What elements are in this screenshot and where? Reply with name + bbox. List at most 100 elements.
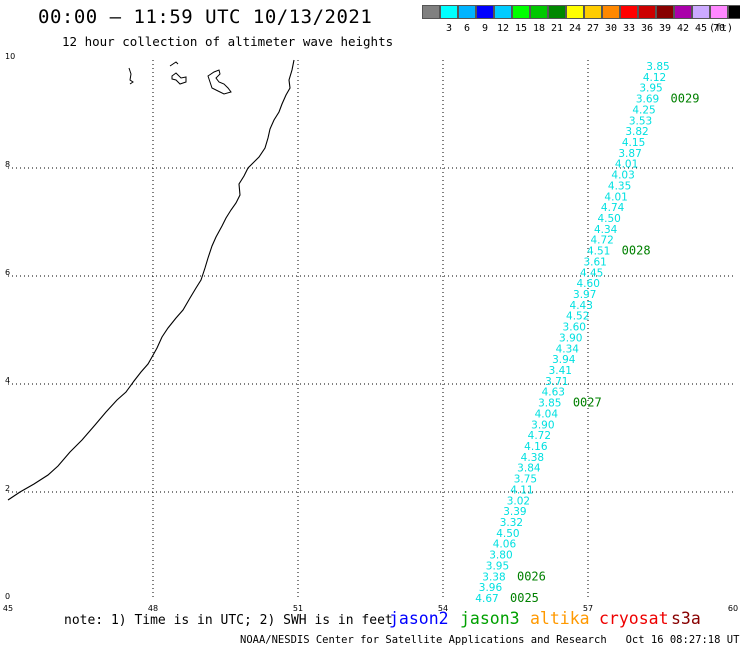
swh-value: 3.82	[625, 126, 648, 138]
swh-value: 3.38	[482, 571, 505, 583]
legend-label: 36	[640, 23, 654, 34]
swh-value: 3.84	[517, 463, 541, 475]
swh-value: 3.75	[514, 474, 537, 486]
legend-swatch	[728, 5, 740, 19]
y-tick-label: 2	[5, 484, 10, 493]
coastline-path	[7, 59, 295, 501]
swh-value: 3.71	[545, 376, 568, 388]
y-tick-label: 10	[5, 52, 15, 61]
legend-swatch	[512, 5, 530, 19]
legend-label: 9	[481, 23, 489, 34]
y-tick-label: 0	[5, 592, 10, 601]
island-shape	[169, 61, 187, 85]
swh-value: 3.69	[636, 94, 659, 106]
x-tick-label: 60	[728, 604, 738, 613]
swh-value: 3.90	[559, 332, 582, 344]
legend-label: 45	[694, 23, 708, 34]
swh-value: 4.72	[590, 235, 613, 247]
legend-swatch	[674, 5, 692, 19]
satellite-name: jason2	[389, 609, 449, 628]
map-grid	[8, 60, 733, 600]
island-shape	[207, 69, 232, 95]
swh-value: 3.87	[618, 148, 641, 160]
swh-value: 3.41	[549, 365, 572, 377]
coastline	[7, 59, 295, 501]
swh-value: 4.12	[643, 72, 666, 84]
legend-swatch	[422, 5, 440, 19]
satellite-name: s3a	[671, 609, 701, 628]
swh-value: 3.85	[646, 61, 669, 73]
pass-time-label: 0029	[671, 92, 700, 106]
legend-swatch	[458, 5, 476, 19]
swh-value: 3.95	[639, 83, 662, 95]
island-shape	[128, 67, 134, 85]
legend-swatch	[584, 5, 602, 19]
swh-value: 4.03	[611, 170, 634, 182]
swh-value: 4.01	[604, 191, 627, 203]
swh-value: 3.90	[531, 419, 554, 431]
swh-value: 4.51	[587, 246, 610, 258]
footer-note: note: 1) Time is in UTC; 2) SWH is in fe…	[64, 613, 393, 628]
swh-value: 4.04	[535, 408, 559, 420]
x-tick-label: 48	[148, 604, 158, 613]
swh-value: 4.52	[566, 311, 589, 323]
altimeter-track: 4.673.963.383.953.804.064.503.323.393.02…	[475, 61, 669, 605]
swh-value: 4.50	[597, 213, 620, 225]
x-tick-label: 57	[583, 604, 593, 613]
legend-swatch	[692, 5, 710, 19]
legend-label: 15	[514, 23, 528, 34]
pass-time-label: 0027	[573, 396, 602, 410]
legend-label: 33	[622, 23, 636, 34]
legend-label: 21	[550, 23, 564, 34]
swh-value: 3.80	[489, 550, 512, 562]
legend-swatch	[656, 5, 674, 19]
legend-label: 24	[568, 23, 582, 34]
swh-value: 3.95	[486, 560, 509, 572]
x-tick-label: 51	[293, 604, 303, 613]
swh-value: 4.38	[521, 452, 544, 464]
swh-value: 4.25	[632, 104, 655, 116]
swh-value: 4.11	[510, 484, 533, 496]
satellite-name: cryosat	[599, 609, 669, 628]
y-tick-label: 4	[5, 376, 10, 385]
legend-swatch	[476, 5, 494, 19]
swh-value: 3.97	[573, 289, 596, 301]
satellite-name: altika	[530, 609, 590, 628]
legend-label: 18	[532, 23, 546, 34]
legend-swatch	[440, 5, 458, 19]
swh-value: 3.96	[479, 582, 503, 594]
swh-value: 3.60	[563, 322, 586, 334]
swh-value: 4.72	[528, 430, 551, 442]
legend-swatch	[602, 5, 620, 19]
swh-value: 3.53	[629, 115, 652, 127]
swh-value: 4.50	[496, 528, 519, 540]
swh-value: 4.74	[601, 202, 625, 214]
legend-swatch	[530, 5, 548, 19]
pass-time-label: 0028	[622, 244, 651, 258]
y-tick-label: 8	[5, 160, 10, 169]
legend-swatch	[620, 5, 638, 19]
swh-value: 4.67	[475, 593, 498, 605]
x-tick-label: 45	[3, 604, 13, 613]
legend-swatch	[638, 5, 656, 19]
swh-value: 4.45	[580, 267, 603, 279]
x-tick-label: 54	[438, 604, 448, 613]
swh-value: 3.61	[583, 256, 606, 268]
legend-label: 70	[712, 23, 726, 34]
swh-value: 4.15	[622, 137, 645, 149]
swh-value: 4.63	[542, 387, 565, 399]
legend-swatch	[494, 5, 512, 19]
swh-value: 4.34	[594, 224, 618, 236]
page-title: 00:00 – 11:59 UTC 10/13/2021	[38, 6, 373, 28]
legend-label: 42	[676, 23, 690, 34]
pass-time-label: 0026	[517, 569, 546, 583]
credit-line: NOAA/NESDIS Center for Satellite Applica…	[240, 634, 740, 646]
swh-value: 3.32	[500, 517, 523, 529]
swh-value: 4.60	[577, 278, 600, 290]
swh-value: 4.43	[570, 300, 593, 312]
time-labels: 0025 0026 0027 0028 0029	[510, 92, 699, 605]
axis-ticks: 45 48 51 54 57 60 0 2 4 6 8 10	[3, 52, 738, 613]
swh-value: 3.85	[538, 398, 561, 410]
y-tick-label: 6	[5, 268, 10, 277]
